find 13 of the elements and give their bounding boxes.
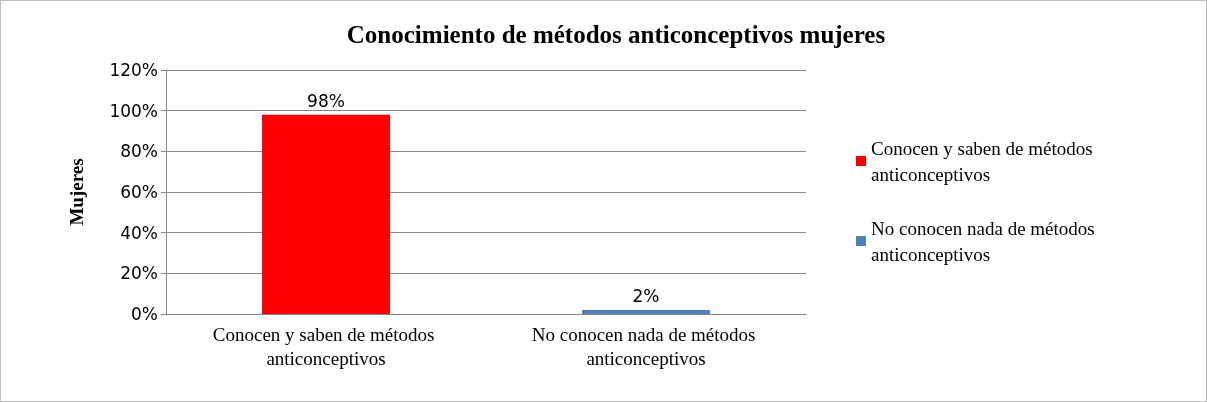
y-tick-label: 40% — [120, 222, 158, 243]
data-label: 2% — [632, 286, 660, 307]
chart-title: Conocimiento de métodos anticonceptivos mujeres — [346, 21, 886, 48]
data-label: 98% — [307, 91, 345, 112]
legend-label: Conocen y saben de métodos anticonceptivos — [871, 137, 1098, 185]
y-tick-label: 120% — [109, 60, 158, 80]
y-tick-label: 100% — [109, 100, 158, 121]
y-tick-label: 0% — [131, 304, 158, 324]
legend-label: No conocen nada de métodos anticonceptivos — [871, 217, 1100, 265]
y-tick-label: 20% — [120, 263, 158, 284]
y-tick-label: 80% — [120, 141, 158, 162]
y-axis-title: Mujeres — [66, 158, 87, 226]
y-tick-label: 60% — [120, 182, 158, 202]
